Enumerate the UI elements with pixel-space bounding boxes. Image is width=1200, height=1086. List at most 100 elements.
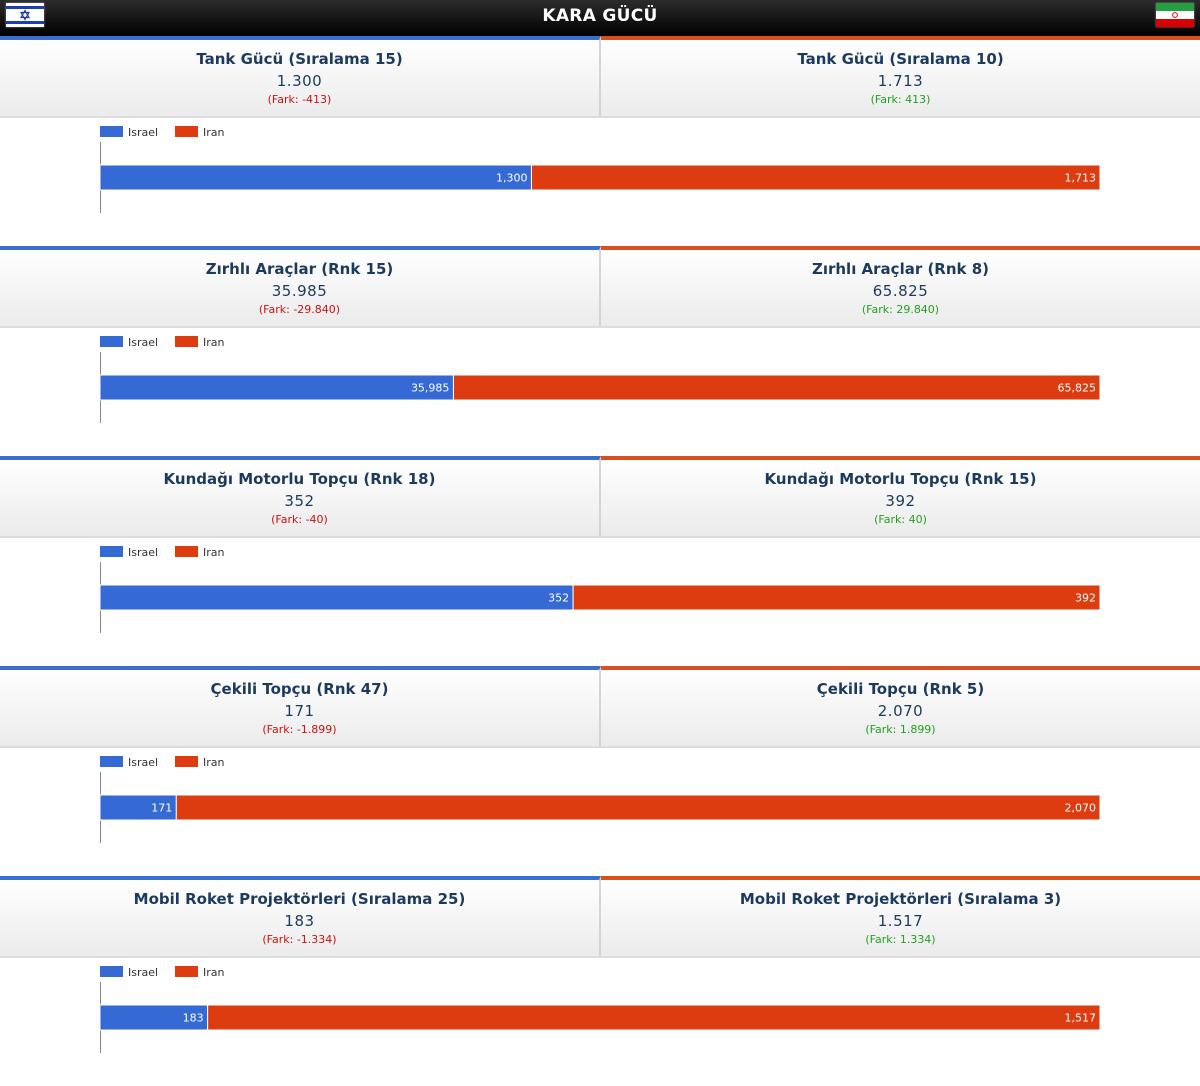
legend-label[interactable]: Iran: [203, 546, 225, 559]
stat-difference: (Fark: -1.899): [262, 723, 337, 736]
stat-label: Çekili Topçu (Rnk 47): [210, 680, 389, 698]
stat-value: 392: [885, 492, 916, 510]
stat-label: Kundağı Motorlu Topçu (Rnk 15): [764, 470, 1037, 488]
stat-difference: (Fark: -413): [267, 93, 332, 106]
bar-value-label: 1,517: [1065, 1012, 1097, 1025]
bar-chart: Israel Iran 35,985 65,825: [0, 328, 1200, 456]
bar-chart: Israel Iran 352 392: [0, 538, 1200, 666]
stat-label: Mobil Roket Projektörleri (Sıralama 3): [739, 890, 1062, 908]
legend-swatch[interactable]: [175, 756, 198, 767]
bar-value-label: 2,070: [1065, 802, 1097, 815]
stat-label: Zırhlı Araçlar (Rnk 8): [811, 260, 990, 278]
legend-swatch[interactable]: [100, 126, 123, 137]
iran-bar[interactable]: [530, 164, 1101, 191]
iran-stat-panel: Tank Gücü (Sıralama 10) 1.713 (Fark: 413): [601, 36, 1200, 116]
stat-value: 183: [284, 912, 315, 930]
bar-chart: Israel Iran 171 2,070: [0, 748, 1200, 876]
comparison-section: Zırhlı Araçlar (Rnk 15) 35.985 (Fark: -29.…: [0, 246, 1200, 456]
bar-chart-svg: Israel Iran 35,985 65,825: [99, 336, 1101, 423]
iran-bar[interactable]: [452, 374, 1101, 401]
bar-value-label: 65,825: [1058, 382, 1097, 395]
iran-bar[interactable]: [572, 584, 1101, 611]
iran-stat-panel: Zırhlı Araçlar (Rnk 8) 65.825 (Fark: 29.84…: [601, 246, 1200, 326]
stat-row: Çekili Topçu (Rnk 47) 171 (Fark: -1.899) Çe…: [0, 666, 1200, 748]
legend-label[interactable]: Iran: [203, 126, 225, 139]
legend-swatch[interactable]: [100, 966, 123, 977]
bar-value-label: 1,713: [1065, 172, 1097, 185]
israel-bar[interactable]: [99, 584, 574, 611]
comparison-section: Çekili Topçu (Rnk 47) 171 (Fark: -1.899) Çe…: [0, 666, 1200, 876]
stat-row: Zırhlı Araçlar (Rnk 15) 35.985 (Fark: -29.…: [0, 246, 1200, 328]
legend-swatch[interactable]: [175, 126, 198, 137]
bar-chart-svg: Israel Iran 183 1,517: [99, 966, 1101, 1053]
stat-value: 1.713: [877, 72, 924, 90]
legend-label[interactable]: Israel: [128, 756, 158, 769]
stat-difference: (Fark: -40): [271, 513, 328, 526]
bar-chart-svg: Israel Iran 352 392: [99, 546, 1101, 633]
israel-stat-panel: Kundağı Motorlu Topçu (Rnk 18) 352 (Fark: …: [0, 456, 601, 536]
stat-label: Mobil Roket Projektörleri (Sıralama 25): [133, 890, 466, 908]
iran-bar[interactable]: [207, 1004, 1101, 1031]
legend-label[interactable]: Israel: [128, 126, 158, 139]
stat-label: Çekili Topçu (Rnk 5): [816, 680, 985, 698]
bar-value-label: 171: [151, 802, 172, 815]
legend-label[interactable]: Israel: [128, 546, 158, 559]
legend-label[interactable]: Israel: [128, 966, 158, 979]
legend-label[interactable]: Iran: [203, 756, 225, 769]
bar-chart: Israel Iran 183 1,517: [0, 958, 1200, 1086]
stat-row: Kundağı Motorlu Topçu (Rnk 18) 352 (Fark: …: [0, 456, 1200, 538]
israel-bar[interactable]: [99, 164, 532, 191]
bar-value-label: 183: [183, 1012, 204, 1025]
bar-value-label: 35,985: [411, 382, 450, 395]
stat-difference: (Fark: 413): [870, 93, 931, 106]
legend-label[interactable]: Israel: [128, 336, 158, 349]
stat-value: 1.517: [877, 912, 924, 930]
stat-value: 352: [284, 492, 315, 510]
israel-bar[interactable]: [99, 374, 454, 401]
legend-swatch[interactable]: [175, 546, 198, 557]
israel-stat-panel: Tank Gücü (Sıralama 15) 1.300 (Fark: -413): [0, 36, 601, 116]
legend-swatch[interactable]: [100, 336, 123, 347]
bar-value-label: 392: [1075, 592, 1096, 605]
bar-value-label: 352: [548, 592, 569, 605]
page-header: KARA GÜCÜ: [0, 0, 1200, 36]
israel-stat-panel: Çekili Topçu (Rnk 47) 171 (Fark: -1.899): [0, 666, 601, 746]
bar-chart-svg: Israel Iran 171 2,070: [99, 756, 1101, 843]
israel-bar[interactable]: [99, 794, 177, 821]
iran-flag-icon: [1156, 3, 1194, 27]
stat-value: 171: [284, 702, 315, 720]
legend-label[interactable]: Iran: [203, 336, 225, 349]
legend-swatch[interactable]: [175, 966, 198, 977]
stat-label: Kundağı Motorlu Topçu (Rnk 18): [163, 470, 436, 488]
stat-label: Tank Gücü (Sıralama 10): [797, 50, 1004, 68]
israel-flag-icon: [6, 3, 44, 27]
page-title: KARA GÜCÜ: [542, 6, 658, 26]
iran-stat-panel: Mobil Roket Projektörleri (Sıralama 3) 1.…: [601, 876, 1200, 956]
legend-label[interactable]: Iran: [203, 966, 225, 979]
israel-bar[interactable]: [99, 1004, 209, 1031]
israel-stat-panel: Mobil Roket Projektörleri (Sıralama 25) 1…: [0, 876, 601, 956]
comparison-section: Mobil Roket Projektörleri (Sıralama 25) 1…: [0, 876, 1200, 1086]
stat-difference: (Fark: 29.840): [861, 303, 940, 316]
stat-value: 1.300: [276, 72, 323, 90]
comparison-list: Tank Gücü (Sıralama 15) 1.300 (Fark: -413)…: [0, 36, 1200, 1086]
stat-difference: (Fark: 1.899): [865, 723, 936, 736]
stat-row: Mobil Roket Projektörleri (Sıralama 25) 1…: [0, 876, 1200, 958]
bar-value-label: 1,300: [496, 172, 528, 185]
stat-difference: (Fark: -29.840): [258, 303, 341, 316]
stat-label: Zırhlı Araçlar (Rnk 15): [205, 260, 394, 278]
legend-swatch[interactable]: [175, 336, 198, 347]
stat-difference: (Fark: 1.334): [865, 933, 936, 946]
stat-label: Tank Gücü (Sıralama 15): [196, 50, 403, 68]
stat-difference: (Fark: -1.334): [262, 933, 337, 946]
legend-swatch[interactable]: [100, 546, 123, 557]
legend-swatch[interactable]: [100, 756, 123, 767]
iran-bar[interactable]: [175, 794, 1101, 821]
stat-value: 2.070: [877, 702, 924, 720]
stat-value: 35.985: [271, 282, 328, 300]
bar-chart-svg: Israel Iran 1,300 1,713: [99, 126, 1101, 213]
iran-stat-panel: Çekili Topçu (Rnk 5) 2.070 (Fark: 1.899): [601, 666, 1200, 746]
iran-stat-panel: Kundağı Motorlu Topçu (Rnk 15) 392 (Fark: …: [601, 456, 1200, 536]
israel-stat-panel: Zırhlı Araçlar (Rnk 15) 35.985 (Fark: -29.…: [0, 246, 601, 326]
stat-row: Tank Gücü (Sıralama 15) 1.300 (Fark: -413)…: [0, 36, 1200, 118]
